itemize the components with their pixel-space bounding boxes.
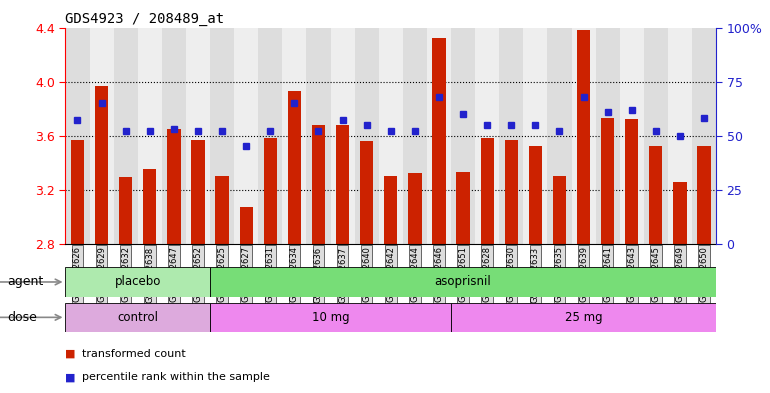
Bar bbox=[475, 28, 499, 244]
Text: percentile rank within the sample: percentile rank within the sample bbox=[82, 372, 270, 382]
Bar bbox=[553, 176, 566, 244]
Bar bbox=[355, 28, 379, 244]
Bar bbox=[167, 129, 180, 244]
Bar bbox=[162, 28, 186, 244]
Bar bbox=[263, 138, 277, 244]
Text: dose: dose bbox=[8, 311, 38, 324]
Bar bbox=[143, 169, 156, 244]
Bar bbox=[283, 28, 306, 244]
Bar bbox=[547, 28, 571, 244]
Text: placebo: placebo bbox=[115, 275, 161, 288]
Bar bbox=[210, 303, 451, 332]
Text: 10 mg: 10 mg bbox=[312, 311, 350, 324]
Bar bbox=[312, 125, 325, 244]
Bar bbox=[577, 30, 590, 244]
Bar bbox=[89, 28, 114, 244]
Bar bbox=[524, 28, 547, 244]
Bar bbox=[65, 267, 210, 297]
Text: transformed count: transformed count bbox=[82, 349, 186, 359]
Bar bbox=[571, 28, 596, 244]
Bar bbox=[186, 28, 210, 244]
Bar bbox=[673, 182, 687, 244]
Text: agent: agent bbox=[8, 275, 44, 288]
Bar bbox=[216, 176, 229, 244]
Bar bbox=[403, 28, 427, 244]
Bar bbox=[234, 28, 258, 244]
Bar bbox=[336, 125, 350, 244]
Bar bbox=[529, 146, 542, 244]
Text: 25 mg: 25 mg bbox=[564, 311, 602, 324]
Bar bbox=[288, 91, 301, 244]
Bar bbox=[649, 146, 662, 244]
Bar bbox=[95, 86, 109, 244]
Bar bbox=[625, 119, 638, 244]
Bar bbox=[258, 28, 283, 244]
Bar bbox=[306, 28, 330, 244]
Bar bbox=[330, 28, 355, 244]
Text: ■: ■ bbox=[65, 349, 76, 359]
Bar bbox=[408, 173, 421, 244]
Bar bbox=[427, 28, 451, 244]
Bar bbox=[114, 28, 138, 244]
Bar bbox=[457, 172, 470, 244]
Text: GDS4923 / 208489_at: GDS4923 / 208489_at bbox=[65, 13, 225, 26]
Bar bbox=[65, 303, 210, 332]
Bar bbox=[668, 28, 692, 244]
Bar bbox=[210, 267, 716, 297]
Bar bbox=[644, 28, 668, 244]
Bar bbox=[119, 178, 132, 244]
Bar bbox=[698, 146, 711, 244]
Bar bbox=[601, 118, 614, 244]
Bar bbox=[499, 28, 524, 244]
Bar bbox=[384, 176, 397, 244]
Bar bbox=[504, 140, 518, 244]
Bar bbox=[210, 28, 234, 244]
Bar bbox=[451, 303, 716, 332]
Bar bbox=[138, 28, 162, 244]
Bar bbox=[379, 28, 403, 244]
Bar bbox=[360, 141, 373, 244]
Bar bbox=[480, 138, 494, 244]
Text: asoprisnil: asoprisnil bbox=[435, 275, 491, 288]
Text: ■: ■ bbox=[65, 372, 76, 382]
Bar bbox=[71, 140, 84, 244]
Bar bbox=[432, 38, 446, 244]
Bar bbox=[620, 28, 644, 244]
Bar bbox=[692, 28, 716, 244]
Text: control: control bbox=[117, 311, 159, 324]
Bar bbox=[65, 28, 89, 244]
Bar bbox=[192, 140, 205, 244]
Bar bbox=[596, 28, 620, 244]
Bar bbox=[239, 207, 253, 244]
Bar bbox=[451, 28, 475, 244]
